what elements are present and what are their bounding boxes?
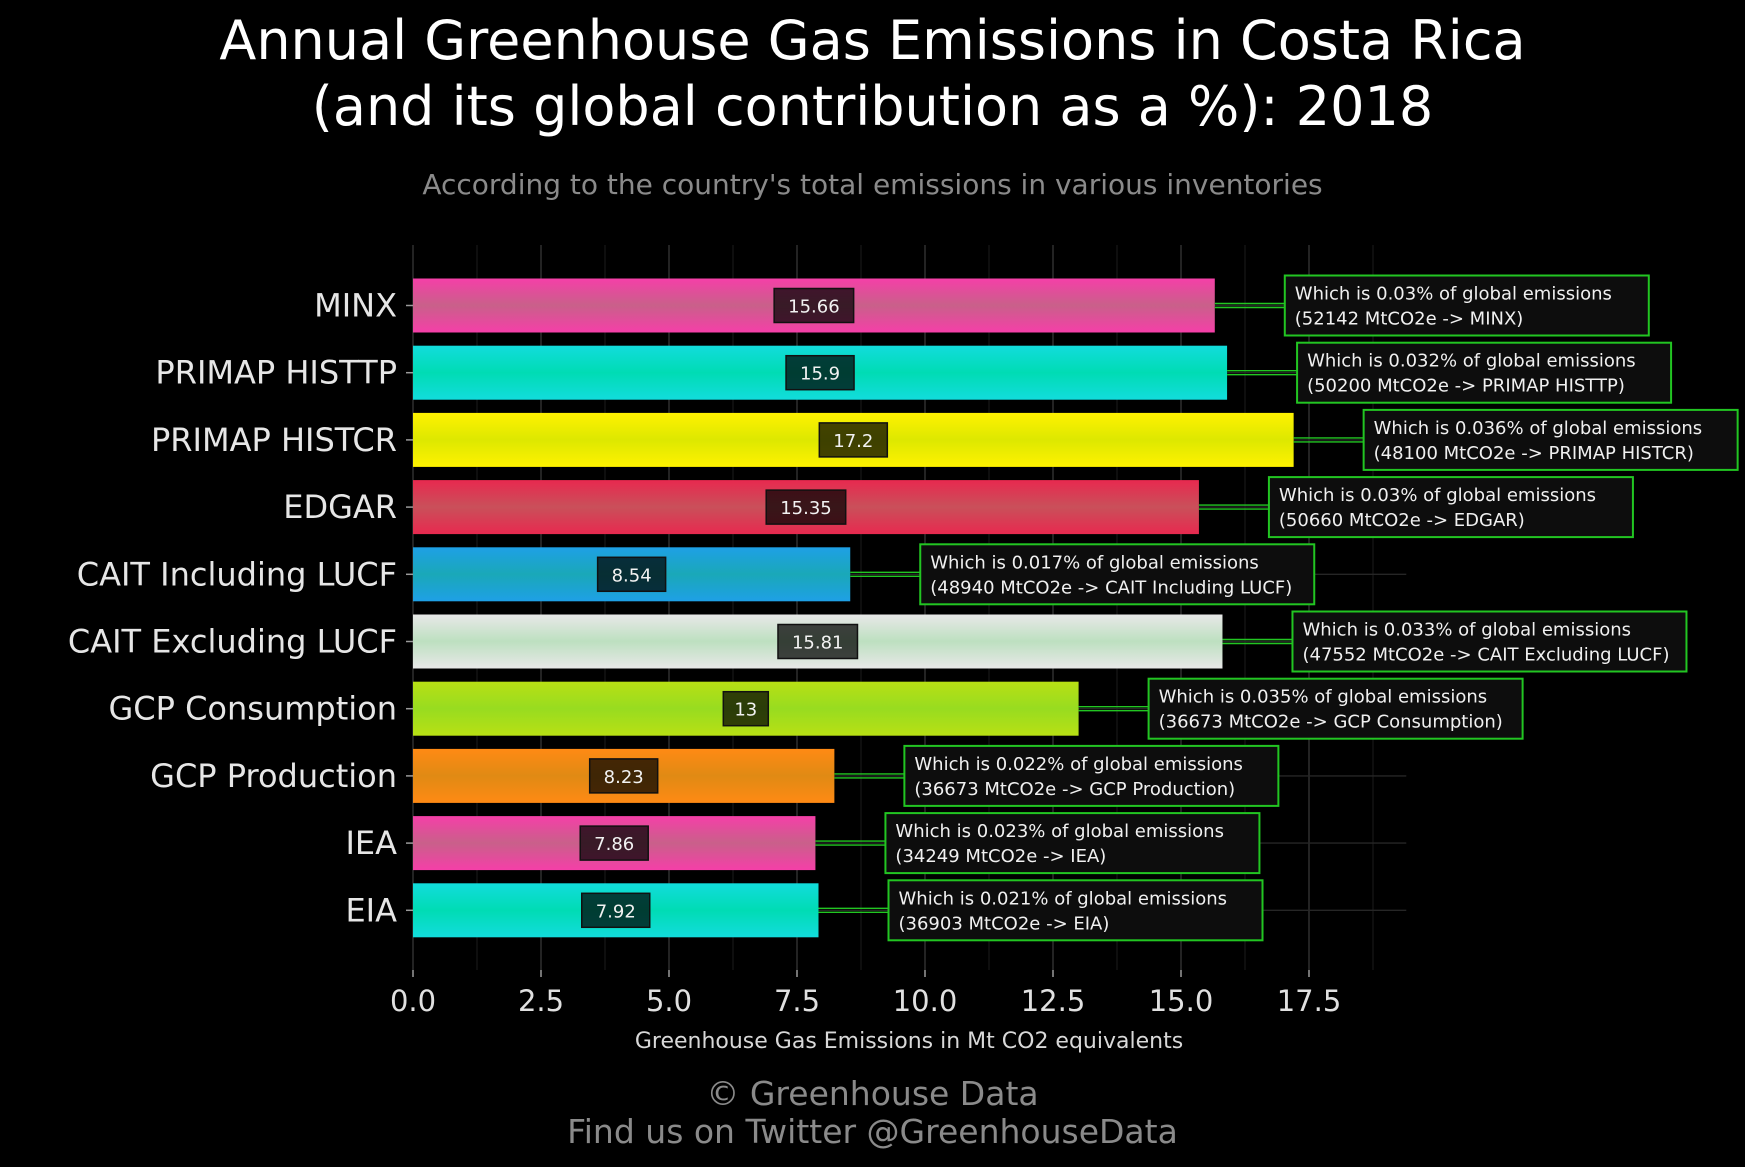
category-label: MINX	[314, 287, 397, 325]
value-label-box	[722, 690, 770, 727]
value-label: 15.9	[800, 364, 840, 385]
annotation-text-line-2: (36673 MtCO2e -> GCP Production)	[914, 779, 1235, 800]
value-label-box	[581, 892, 651, 929]
category-label: EDGAR	[283, 488, 397, 526]
x-tick-label: 7.5	[774, 984, 820, 1018]
annotation-text-line-1: Which is 0.036% of global emissions	[1374, 418, 1703, 439]
x-axis-label: Greenhouse Gas Emissions in Mt CO2 equiv…	[635, 1029, 1183, 1054]
annotation-text-line-1: Which is 0.035% of global emissions	[1159, 687, 1488, 708]
annotation-text-line-2: (36903 MtCO2e -> EIA)	[899, 913, 1110, 934]
x-tick-label: 12.5	[1021, 984, 1086, 1018]
category-label: IEA	[345, 824, 397, 862]
category-label: CAIT Including LUCF	[77, 555, 397, 593]
copyright-credit: © Greenhouse Data	[706, 1074, 1039, 1113]
title-line-2: (and its global contribution as a %): 20…	[311, 75, 1434, 138]
value-label-box	[773, 287, 855, 324]
value-label: 7.92	[596, 901, 636, 922]
annotation-text-line-1: Which is 0.032% of global emissions	[1307, 351, 1636, 372]
annotation-box	[887, 879, 1264, 942]
value-label: 17.2	[833, 431, 873, 452]
x-tick-label: 10.0	[893, 984, 958, 1018]
x-tick-label: 5.0	[646, 984, 692, 1018]
annotation-text-line-2: (48940 MtCO2e -> CAIT Including LUCF)	[930, 577, 1292, 598]
annotation-text-line-1: Which is 0.023% of global emissions	[895, 821, 1224, 842]
value-label-box	[818, 422, 889, 458]
annotation-text-line-1: Which is 0.03% of global emissions	[1279, 485, 1596, 506]
value-label-box	[777, 623, 859, 660]
category-label: EIA	[345, 891, 397, 929]
annotation-text-line-1: Which is 0.022% of global emissions	[914, 754, 1243, 775]
annotation-box	[1362, 408, 1739, 471]
annotation-text-line-2: (50200 MtCO2e -> PRIMAP HISTTP)	[1307, 376, 1625, 397]
category-label: GCP Consumption	[108, 690, 397, 728]
annotation-text-line-1: Which is 0.017% of global emissions	[930, 552, 1259, 573]
bars: 15.66 Which is 0.03% of global emissions (…	[413, 274, 1739, 942]
value-label: 15.81	[792, 633, 844, 654]
category-label: GCP Production	[150, 757, 397, 795]
annotation-text-line-2: (47552 MtCO2e -> CAIT Excluding LUCF)	[1302, 645, 1669, 666]
annotation-text-line-1: Which is 0.03% of global emissions	[1295, 284, 1612, 305]
value-label: 15.66	[788, 297, 840, 318]
annotation-text-line-2: (34249 MtCO2e -> IEA)	[895, 846, 1106, 867]
category-label: PRIMAP HISTCR	[151, 421, 397, 459]
value-label: 8.23	[604, 767, 644, 788]
chart-title: Annual Greenhouse Gas Emissions in Costa…	[0, 8, 1745, 140]
x-tick-label: 0.0	[390, 984, 436, 1018]
x-tick-label: 15.0	[1149, 984, 1214, 1018]
annotation-text-line-1: Which is 0.033% of global emissions	[1302, 620, 1631, 641]
annotation-box	[1291, 610, 1688, 673]
value-label: 8.54	[612, 565, 652, 586]
value-label-box	[596, 556, 667, 593]
annotation-text-line-2: (36673 MtCO2e -> GCP Consumption)	[1159, 712, 1503, 733]
annotation-box	[1267, 476, 1634, 539]
category-labels: MINX PRIMAP HISTTP PRIMAP HISTCR EDGAR CAIT …	[68, 287, 413, 929]
value-label: 15.35	[780, 498, 832, 519]
value-label-box	[765, 489, 847, 525]
x-tick-label: 17.5	[1277, 984, 1342, 1018]
category-label: PRIMAP HISTTP	[155, 354, 397, 392]
value-label: 13	[734, 700, 757, 721]
value-label-box	[588, 758, 659, 794]
x-axis-ticks: 0.0 2.5 5.0 7.5 10.0 12.5 15.0 17.5	[390, 970, 1341, 1018]
annotation-box	[1283, 274, 1650, 337]
annotation-box	[919, 543, 1316, 606]
annotation-text-line-1: Which is 0.021% of global emissions	[899, 888, 1228, 909]
annotation-text-line-2: (50660 MtCO2e -> EDGAR)	[1279, 510, 1525, 531]
category-label: CAIT Excluding LUCF	[68, 623, 397, 661]
x-tick-label: 2.5	[518, 984, 564, 1018]
annotation-box	[1147, 677, 1524, 740]
value-label: 7.86	[594, 834, 634, 855]
annotation-text-line-2: (48100 MtCO2e -> PRIMAP HISTCR)	[1374, 443, 1694, 464]
annotation-text-line-2: (52142 MtCO2e -> MINX)	[1295, 309, 1524, 330]
twitter-credit: Find us on Twitter @GreenhouseData	[567, 1112, 1178, 1151]
value-label-box	[579, 825, 649, 861]
annotation-box	[884, 812, 1261, 875]
title-line-1: Annual Greenhouse Gas Emissions in Costa…	[219, 9, 1526, 72]
value-label-box	[785, 354, 855, 391]
annotation-box	[903, 744, 1280, 807]
annotation-box	[1296, 341, 1673, 404]
chart-subtitle: According to the country's total emissio…	[422, 168, 1323, 201]
